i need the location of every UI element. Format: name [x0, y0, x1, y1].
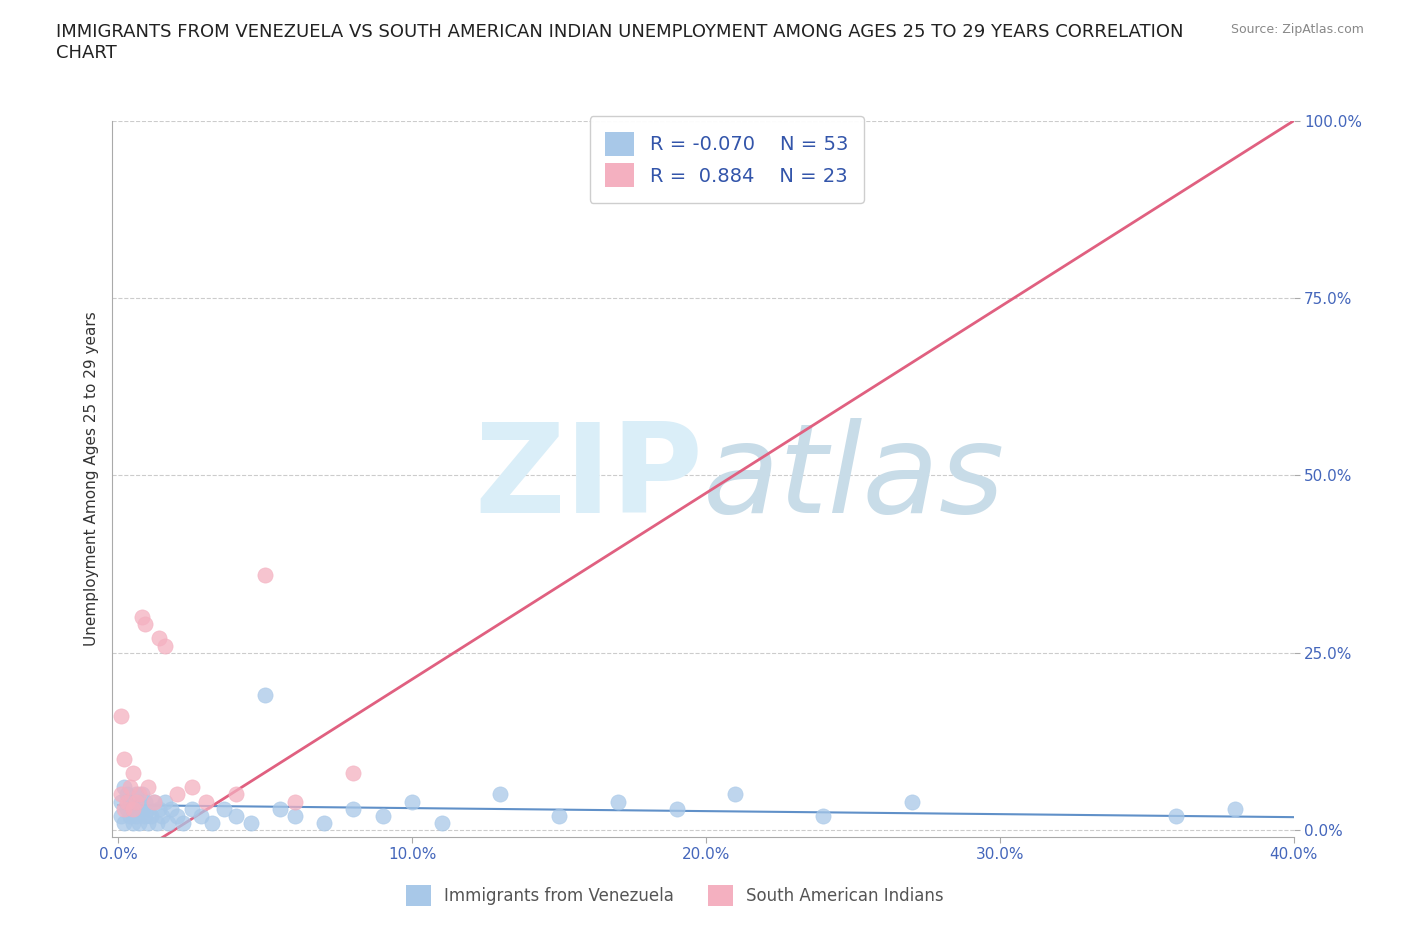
Point	[225, 808, 247, 823]
Point	[115, 787, 138, 802]
Point	[120, 808, 142, 823]
Point	[665, 802, 688, 817]
Point	[112, 780, 135, 795]
Point	[489, 787, 512, 802]
Point	[110, 794, 132, 809]
Point	[813, 808, 835, 823]
Point	[152, 808, 174, 823]
Point	[112, 816, 135, 830]
Point	[401, 794, 423, 809]
Point	[195, 794, 218, 809]
Point	[606, 794, 628, 809]
Point	[134, 617, 156, 631]
Point	[128, 816, 150, 830]
Point	[180, 780, 202, 795]
Point	[122, 802, 145, 817]
Point	[110, 808, 132, 823]
Point	[125, 794, 148, 809]
Point	[142, 794, 165, 809]
Point	[190, 808, 212, 823]
Point	[134, 794, 156, 809]
Point	[120, 794, 142, 809]
Point	[254, 688, 277, 703]
Point	[112, 751, 135, 766]
Point	[136, 816, 159, 830]
Point	[254, 567, 277, 582]
Point	[122, 765, 145, 780]
Point	[155, 638, 177, 653]
Point	[430, 816, 453, 830]
Point	[155, 794, 177, 809]
Point	[110, 787, 132, 802]
Point	[125, 787, 148, 802]
Point	[131, 610, 153, 625]
Text: IMMIGRANTS FROM VENEZUELA VS SOUTH AMERICAN INDIAN UNEMPLOYMENT AMONG AGES 25 TO: IMMIGRANTS FROM VENEZUELA VS SOUTH AMERI…	[56, 23, 1184, 62]
Point	[148, 802, 170, 817]
Point	[371, 808, 394, 823]
Point	[166, 808, 188, 823]
Point	[342, 802, 364, 817]
Point	[134, 808, 156, 823]
Point	[131, 787, 153, 802]
Point	[225, 787, 247, 802]
Point	[166, 787, 188, 802]
Point	[145, 816, 167, 830]
Point	[139, 808, 162, 823]
Point	[212, 802, 235, 817]
Text: ZIP: ZIP	[474, 418, 703, 539]
Point	[128, 794, 150, 809]
Legend: Immigrants from Venezuela, South American Indians: Immigrants from Venezuela, South America…	[399, 879, 950, 912]
Point	[201, 816, 224, 830]
Point	[548, 808, 571, 823]
Point	[284, 794, 307, 809]
Point	[1164, 808, 1187, 823]
Point	[110, 709, 132, 724]
Point	[172, 816, 194, 830]
Point	[284, 808, 307, 823]
Point	[342, 765, 364, 780]
Point	[239, 816, 262, 830]
Point	[142, 794, 165, 809]
Point	[1223, 802, 1246, 817]
Point	[180, 802, 202, 817]
Point	[131, 802, 153, 817]
Point	[115, 802, 138, 817]
Point	[148, 631, 170, 646]
Point	[269, 802, 291, 817]
Point	[120, 780, 142, 795]
Y-axis label: Unemployment Among Ages 25 to 29 years: Unemployment Among Ages 25 to 29 years	[83, 312, 98, 646]
Point	[122, 802, 145, 817]
Point	[125, 808, 148, 823]
Point	[115, 794, 138, 809]
Point	[900, 794, 922, 809]
Point	[724, 787, 747, 802]
Point	[122, 816, 145, 830]
Text: Source: ZipAtlas.com: Source: ZipAtlas.com	[1230, 23, 1364, 36]
Point	[136, 802, 159, 817]
Point	[160, 802, 183, 817]
Point	[157, 816, 180, 830]
Point	[312, 816, 335, 830]
Legend: R = -0.070    N = 53, R =  0.884    N = 23: R = -0.070 N = 53, R = 0.884 N = 23	[589, 116, 863, 203]
Point	[112, 802, 135, 817]
Point	[136, 780, 159, 795]
Text: atlas: atlas	[703, 418, 1005, 539]
Point	[128, 787, 150, 802]
